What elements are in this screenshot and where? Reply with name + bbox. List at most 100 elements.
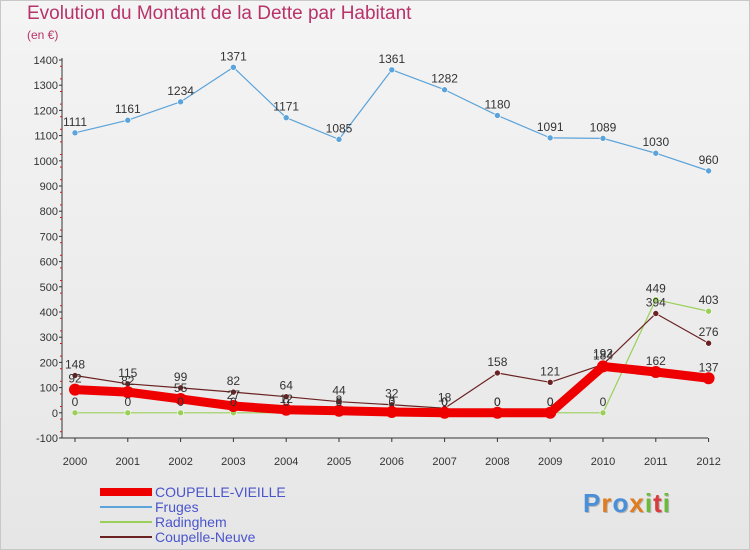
series-fruges-data-label: 1030 (642, 135, 669, 149)
series-fruges-point (705, 167, 712, 175)
series-coupelle-vieille-point (438, 406, 451, 419)
series-fruges-data-label: 1234 (167, 84, 194, 98)
legend-label: Radinghem (155, 514, 227, 530)
series-coupelle-vieille-data-label: 0 (494, 395, 501, 409)
series-coupelle-neuve-point (335, 398, 343, 406)
series-fruges-point (546, 134, 554, 142)
x-tick-label: 2007 (432, 456, 456, 468)
series-coupelle-neuve-data-label: 82 (227, 374, 241, 388)
y-tick-label: 200 (40, 357, 58, 369)
series-radinghem-data-label: 0 (441, 395, 448, 409)
y-tick-label: 100 (40, 383, 58, 395)
y-tick-label: 1300 (34, 80, 58, 92)
series-radinghem-point (71, 409, 79, 417)
series-coupelle-neuve-data-label: 148 (65, 358, 85, 372)
series-coupelle-vieille-data-label: 92 (68, 372, 82, 386)
legend-label: Fruges (155, 499, 199, 515)
series-coupelle-vieille-data-label: 12 (280, 392, 294, 406)
series-fruges-point (388, 66, 396, 74)
logo-letter: r (601, 488, 613, 518)
series-coupelle-neuve-data-label: 32 (385, 387, 399, 401)
series-fruges-point (177, 98, 184, 106)
series-fruges-point (652, 149, 660, 157)
series-coupelle-vieille-data-label: 82 (121, 374, 135, 388)
series-coupelle-vieille-point (702, 372, 715, 385)
chart-subtitle: (en €) (27, 28, 59, 42)
series-fruges-point (335, 136, 343, 143)
series-coupelle-neuve-data-label: 276 (699, 325, 719, 339)
series-coupelle-vieille-point (491, 406, 504, 419)
series-fruges-data-label: 1361 (378, 52, 405, 66)
series-coupelle-neuve-data-label: 18 (438, 390, 452, 404)
series-radinghem-point (705, 307, 712, 315)
logo-letter: x (629, 488, 645, 518)
series-fruges-data-label: 1180 (484, 97, 510, 111)
series-coupelle-vieille-point (333, 404, 345, 417)
y-tick-label: 1200 (34, 105, 58, 117)
series-radinghem-data-label: 0 (388, 395, 395, 409)
series-radinghem-data-label: 0 (336, 395, 343, 409)
logo-letter: t (653, 488, 663, 518)
series-fruges-data-label: 960 (699, 153, 719, 167)
legend-swatch (100, 536, 152, 538)
y-tick-label: 1000 (34, 156, 58, 168)
legend-swatch (100, 521, 152, 523)
series-radinghem-data-label: 0 (494, 395, 501, 409)
series-coupelle-vieille-data-label: 184 (593, 348, 613, 362)
x-tick-label: 2005 (327, 456, 351, 468)
series-radinghem-data-label: 0 (230, 395, 237, 409)
x-tick-label: 2012 (696, 456, 720, 468)
series-fruges-data-label: 1085 (326, 121, 353, 135)
series-coupelle-vieille-data-label: 137 (699, 360, 719, 374)
logo-letter: P (583, 488, 602, 518)
series-coupelle-neuve-data-label: 44 (332, 384, 346, 398)
y-tick-label: 800 (40, 206, 58, 218)
series-fruges-data-label: 1161 (115, 102, 141, 116)
series-coupelle-vieille-data-label: 3 (388, 394, 395, 408)
y-tick-label: 1100 (34, 131, 58, 143)
x-tick-label: 2002 (168, 456, 192, 468)
series-coupelle-vieille-point (649, 365, 662, 378)
series-coupelle-vieille-data-label: 8 (336, 393, 343, 407)
logo-letter: i (644, 488, 654, 518)
series-coupelle-vieille-point (597, 360, 609, 373)
series-coupelle-neuve-point (652, 310, 660, 317)
series-coupelle-vieille-data-label: 0 (441, 395, 448, 409)
series-fruges-point (124, 116, 132, 124)
y-tick-label: 500 (40, 282, 58, 294)
series-fruges-data-label: 1091 (537, 120, 564, 134)
legend-label: COUPELLE-VIEILLE (155, 484, 286, 500)
series-coupelle-neuve-point (230, 388, 237, 396)
series-fruges-point (230, 64, 237, 71)
series-coupelle-neuve-data-label: 192 (593, 346, 613, 360)
legend-swatch (100, 506, 152, 508)
y-tick-label: 0 (52, 408, 58, 420)
series-coupelle-neuve-point (705, 339, 712, 347)
x-tick-label: 2009 (538, 456, 562, 468)
x-tick-label: 2010 (591, 456, 615, 468)
y-tick-label: 1400 (34, 55, 58, 67)
series-radinghem-data-label: 0 (283, 395, 290, 409)
series-radinghem-data-label: 0 (600, 395, 607, 409)
series-coupelle-vieille-point (385, 406, 398, 419)
series-coupelle-neuve-data-label: 121 (540, 364, 560, 378)
series-coupelle-neuve-data-label: 394 (646, 296, 666, 310)
series-radinghem-data-label: 449 (646, 282, 666, 296)
legend-swatch (100, 488, 152, 496)
series-fruges-data-label: 1371 (220, 49, 247, 63)
series-fruges-data-label: 1282 (431, 72, 458, 86)
series-radinghem-point (652, 296, 660, 303)
series-coupelle-neuve-point (494, 369, 501, 377)
series-fruges-data-label: 1171 (273, 100, 299, 114)
series-coupelle-vieille-point (227, 399, 240, 412)
y-tick-label: -100 (36, 433, 58, 445)
series-radinghem-point (177, 409, 184, 417)
series-coupelle-neuve-data-label: 158 (487, 355, 507, 369)
x-tick-label: 2004 (274, 456, 298, 468)
series-coupelle-vieille-point (544, 406, 557, 419)
series-radinghem-data-label: 0 (124, 395, 131, 409)
series-coupelle-neuve-point (71, 372, 79, 379)
series-radinghem-data-label: 403 (699, 293, 719, 307)
y-tick-label: 300 (40, 332, 58, 344)
